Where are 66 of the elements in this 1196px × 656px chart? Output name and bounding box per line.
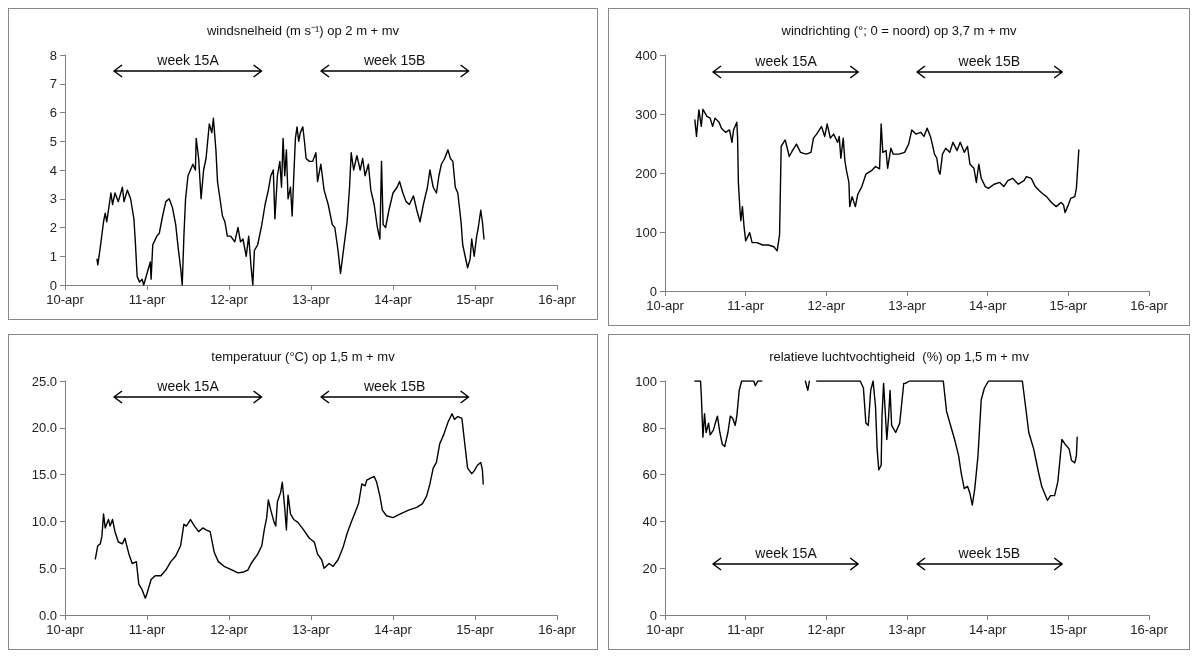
x-tick-label: 13-apr — [888, 298, 927, 313]
y-tick-label: 15.0 — [31, 467, 57, 483]
x-tick-label: 14-apr — [968, 622, 1008, 637]
y-tick-label: 4 — [49, 162, 57, 178]
chart-title: temperatuur (°C) op 1,5 m + mv — [211, 349, 396, 364]
y-tick-label: 40 — [642, 513, 657, 529]
y-tick-label: 100 — [635, 224, 657, 240]
x-tick-label: 11-apr — [727, 298, 765, 313]
y-tick-label: 80 — [642, 420, 657, 436]
x-tick-label: 16-apr — [1130, 622, 1169, 637]
chart-title: windrichting (°; 0 = noord) op 3,7 m + mv — [780, 23, 1017, 38]
x-tick-label: 12-apr — [807, 622, 846, 637]
x-tick-label: 13-apr — [888, 622, 927, 637]
x-tick-label: 11-apr — [128, 622, 166, 637]
x-tick-label: 14-apr — [374, 622, 413, 637]
y-tick-label: 300 — [635, 106, 657, 122]
y-tick-label: 3 — [49, 191, 57, 207]
x-tick-label: 12-apr — [807, 298, 846, 313]
y-tick-label: 25.0 — [31, 373, 57, 389]
y-tick-label: 20.0 — [31, 420, 57, 436]
annotation: week 15A — [754, 544, 818, 561]
annotation: week 15B — [957, 544, 1021, 561]
y-tick-label: 0 — [49, 277, 57, 293]
y-tick-label: 7 — [49, 76, 57, 92]
x-tick-label: 15-apr — [1049, 298, 1088, 313]
x-tick-label: 10-apr — [46, 292, 85, 307]
y-tick-label: 2 — [49, 220, 57, 235]
y-tick-label: 6 — [49, 105, 57, 120]
x-tick-label: 16-apr — [538, 292, 577, 307]
y-tick-label: 200 — [635, 165, 657, 181]
annotation: week 15A — [156, 52, 220, 69]
annotation: week 15A — [156, 378, 220, 395]
annotation: week 15B — [362, 52, 426, 69]
x-tick-label: 11-apr — [128, 292, 166, 307]
y-tick-label: 60 — [642, 467, 657, 483]
y-tick-label: 8 — [49, 47, 57, 63]
x-tick-label: 14-apr — [968, 298, 1008, 313]
annotation: week 15A — [754, 52, 818, 69]
x-tick-label: 16-apr — [1130, 298, 1169, 313]
chart-title: windsnelheid (m s⁻¹) op 2 m + mv — [205, 23, 400, 38]
x-tick-label: 14-apr — [374, 292, 413, 307]
x-tick-label: 10-apr — [646, 298, 685, 313]
x-tick-label: 11-apr — [727, 622, 765, 637]
x-tick-label: 10-apr — [46, 622, 85, 637]
y-tick-label: 0 — [649, 607, 657, 623]
y-tick-label: 400 — [635, 47, 657, 63]
x-tick-label: 15-apr — [456, 622, 495, 637]
x-tick-label: 13-apr — [292, 292, 331, 307]
y-tick-label: 0.0 — [38, 607, 57, 623]
x-tick-label: 12-apr — [210, 622, 249, 637]
x-tick-label: 10-apr — [646, 622, 685, 637]
y-tick-label: 20 — [642, 560, 657, 576]
chart-title: relatieve luchtvochtigheid (%) op 1,5 m + mv — [769, 349, 1030, 364]
y-tick-label: 0 — [649, 283, 657, 299]
y-tick-label: 100 — [635, 373, 657, 389]
y-tick-label: 1 — [49, 248, 57, 264]
y-tick-label: 5.0 — [38, 560, 57, 576]
x-tick-label: 15-apr — [1049, 622, 1088, 637]
y-tick-label: 5 — [49, 133, 57, 149]
annotation: week 15B — [957, 52, 1021, 69]
y-tick-label: 10.0 — [31, 513, 57, 529]
x-tick-label: 16-apr — [538, 622, 577, 637]
x-tick-label: 12-apr — [210, 292, 249, 307]
annotation: week 15B — [362, 378, 426, 395]
x-tick-label: 15-apr — [456, 292, 495, 307]
x-tick-label: 13-apr — [292, 622, 331, 637]
